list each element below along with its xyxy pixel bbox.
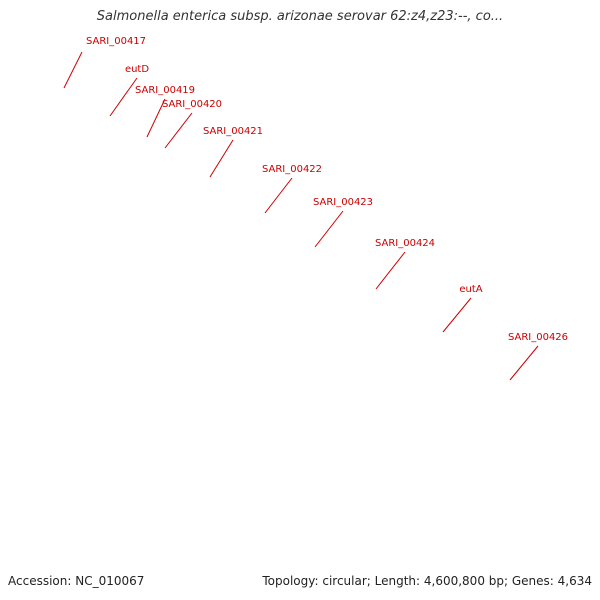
label-leader-line [146,98,166,138]
gene-label-sari_00419[interactable]: SARI_00419 [135,85,195,96]
gene-label-sari_00424[interactable]: SARI_00424 [375,238,435,249]
gene-label-sari_00417[interactable]: SARI_00417 [86,36,146,47]
label-leader-line [509,345,539,381]
label-leader-line [164,112,193,149]
label-leader-line [264,177,293,214]
gene-label-sari_00420[interactable]: SARI_00420 [162,99,222,110]
genome-stats-text: Topology: circular; Length: 4,600,800 bp… [262,574,592,588]
label-leader-line [63,51,83,89]
gene-label-sari_00422[interactable]: SARI_00422 [262,164,322,175]
label-leader-line [209,139,234,178]
gene-label-euta[interactable]: eutA [459,284,482,295]
label-leader-line [375,251,406,290]
label-leader-line [109,77,138,117]
label-leader-line [314,210,344,248]
gene-label-sari_00423[interactable]: SARI_00423 [313,197,373,208]
label-layer: SARI_00417 eutD SARI_00419 SARI_00420 SARI_0… [63,36,568,381]
gene-label-sari_00426[interactable]: SARI_00426 [508,332,568,343]
gene-label-eutd[interactable]: eutD [125,64,149,75]
map-title: Salmonella enterica subsp. arizonae sero… [96,9,504,24]
accession-text: Accession: NC_010067 [8,574,145,588]
gene-label-sari_00421[interactable]: SARI_00421 [203,126,263,137]
label-leader-line [442,297,472,333]
